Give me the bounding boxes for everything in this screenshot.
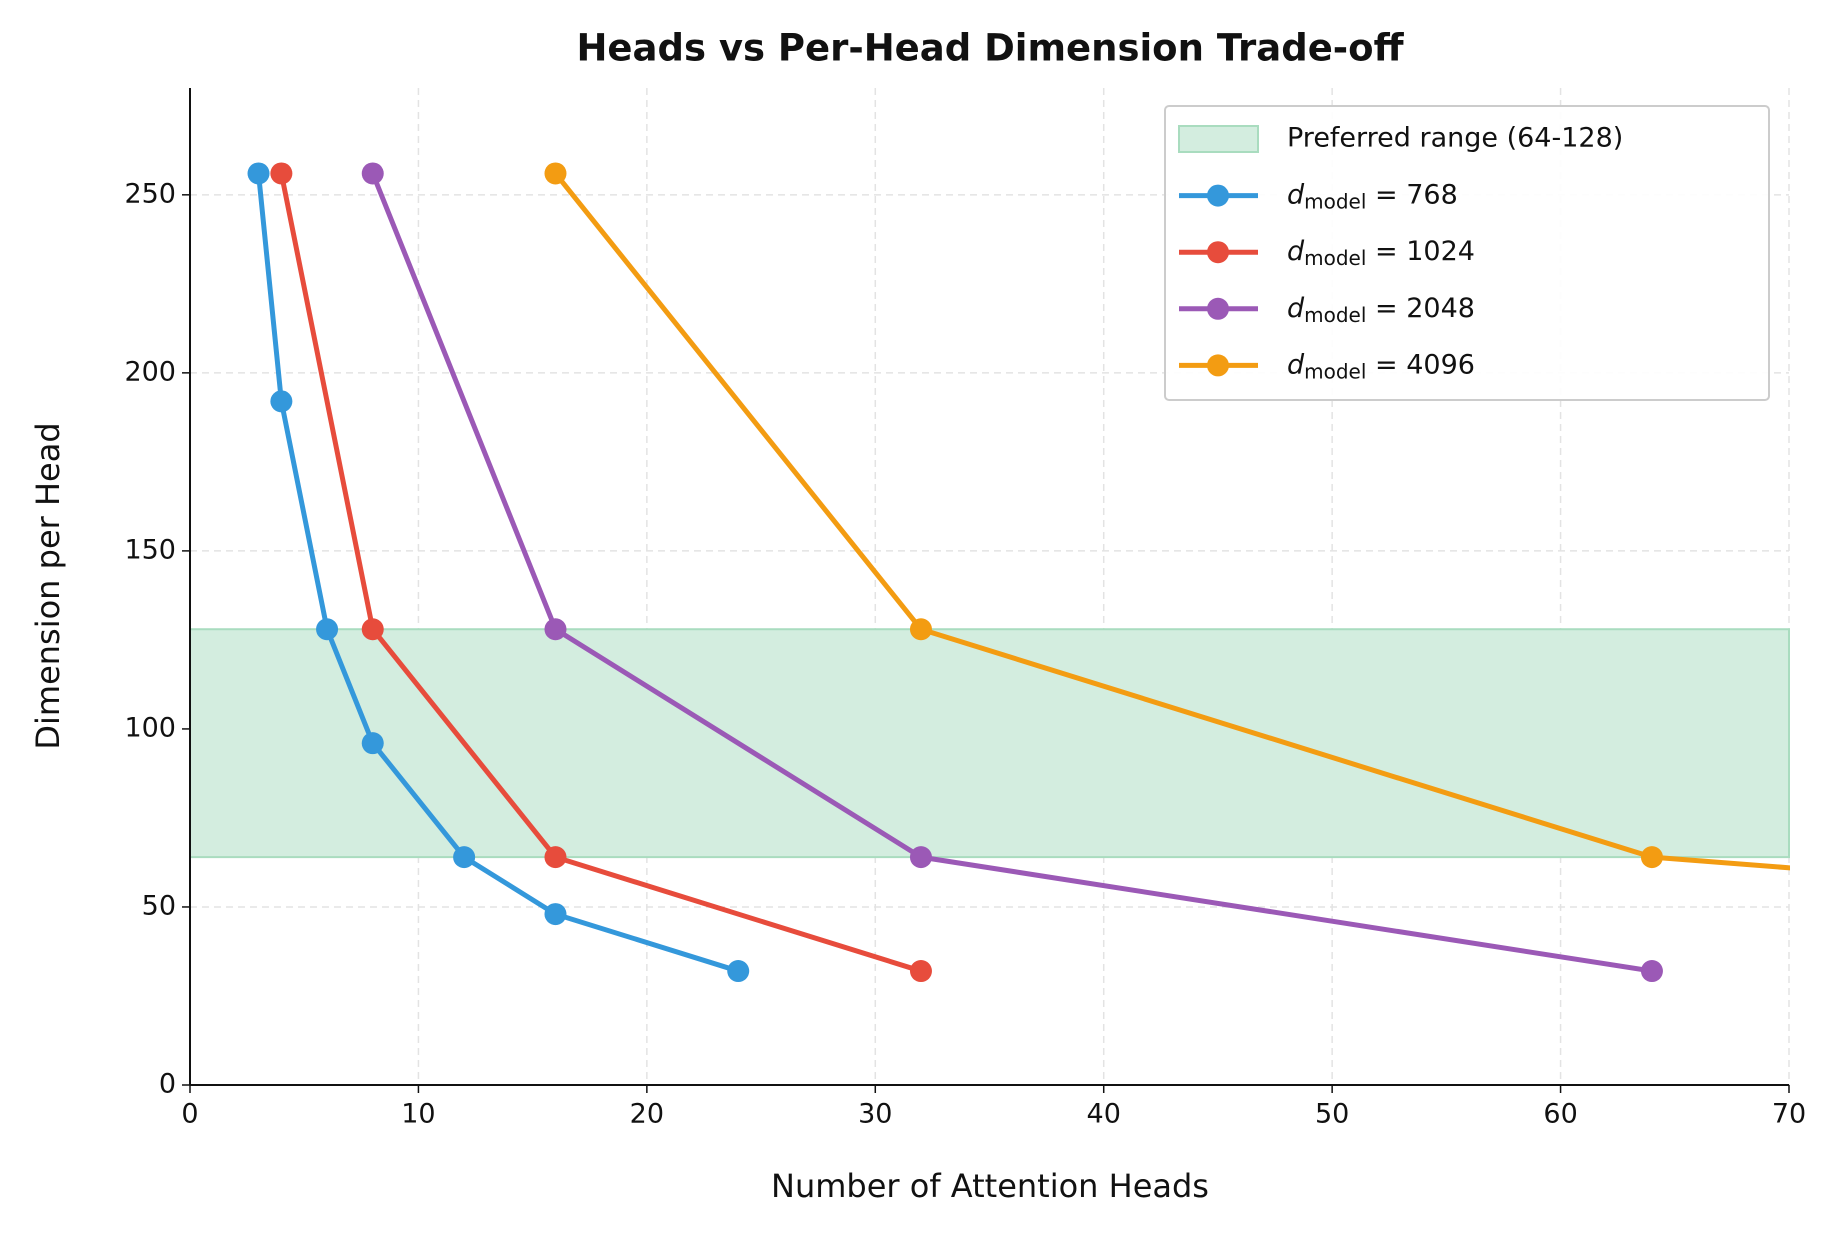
plot-area: [190, 162, 1790, 983]
legend-label: Preferred range (64-128): [1287, 123, 1623, 154]
legend-marker: [1207, 297, 1229, 320]
axes: 0 10 20 30 40 50 60 70 0 50 100 150 200 250: [124, 88, 1806, 1130]
x-tick-label: 60: [1543, 1099, 1577, 1130]
y-axis-label: Dimension per Head: [29, 422, 67, 749]
x-axis-label: Number of Attention Heads: [771, 1167, 1209, 1205]
legend-marker: [1207, 184, 1229, 207]
chart-title: Heads vs Per-Head Dimension Trade-off: [576, 27, 1404, 70]
data-point: [270, 390, 293, 413]
y-tick-label: 0: [159, 1069, 176, 1100]
data-point: [270, 162, 293, 185]
x-tick-label: 40: [1087, 1099, 1121, 1130]
data-point: [361, 732, 384, 755]
data-point: [361, 618, 384, 641]
legend-label: dmodel = 768: [1287, 179, 1458, 213]
data-point: [1640, 960, 1663, 983]
data-point: [544, 162, 567, 185]
series-line: [278, 172, 922, 974]
legend: Preferred range (64-128) dmodel = 768 dmod…: [1164, 105, 1770, 401]
y-tick-label: 50: [142, 890, 176, 921]
data-point: [544, 903, 567, 926]
data-point: [544, 846, 567, 869]
legend-swatch: [1178, 125, 1259, 153]
y-tick-label: 100: [124, 712, 176, 743]
data-point: [909, 618, 932, 641]
x-tick-label: 50: [1315, 1099, 1349, 1130]
x-tick-label: 10: [401, 1099, 435, 1130]
y-tick-label: 250: [124, 178, 176, 209]
series-line: [553, 171, 1790, 871]
legend-box: [1164, 105, 1770, 401]
data-point: [247, 162, 270, 185]
data-point: [909, 846, 932, 869]
legend-label: dmodel = 2048: [1287, 292, 1475, 326]
y-tick-label: 200: [124, 356, 176, 387]
x-tick-label: 70: [1772, 1099, 1806, 1130]
data-point: [1640, 846, 1663, 869]
x-tick-label: 20: [630, 1099, 664, 1130]
data-point: [361, 162, 384, 185]
x-tick-label: 0: [181, 1099, 198, 1130]
legend-marker: [1207, 241, 1229, 264]
y-tick-label: 150: [124, 534, 176, 565]
data-point: [316, 618, 339, 641]
data-point: [727, 960, 750, 983]
series-line: [370, 172, 1653, 974]
data-point: [544, 618, 567, 641]
data-point: [453, 846, 476, 869]
legend-marker: [1207, 354, 1229, 377]
x-tick-label: 30: [858, 1099, 892, 1130]
legend-label: dmodel = 1024: [1287, 236, 1475, 270]
legend-label: dmodel = 4096: [1287, 349, 1475, 383]
data-point: [909, 960, 932, 983]
